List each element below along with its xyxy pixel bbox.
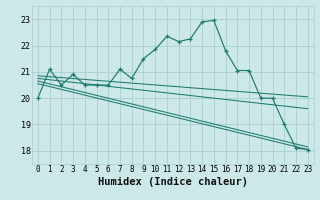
X-axis label: Humidex (Indice chaleur): Humidex (Indice chaleur) — [98, 177, 248, 187]
